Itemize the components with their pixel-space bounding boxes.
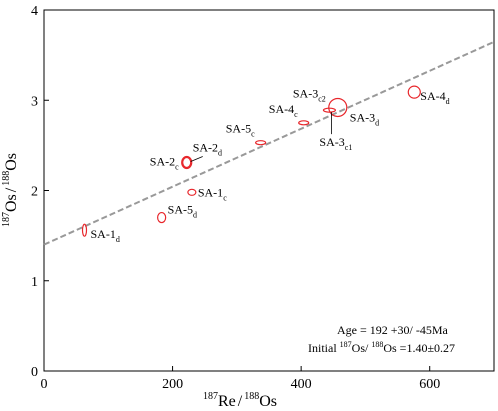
- y-title-iso-den: 188: [1, 171, 12, 186]
- y-axis-title: 187Os/188Os: [1, 153, 20, 227]
- data-point-sa-2-d: [182, 156, 192, 169]
- data-point-sa-1-d: [81, 223, 88, 237]
- data-point-sa-1-c: [187, 188, 197, 196]
- initial-el-num: Os/: [352, 341, 372, 355]
- data-point-sa-4-c: [298, 120, 310, 126]
- x-tick-label: 0: [41, 377, 48, 392]
- x-title-iso-den: 188: [244, 391, 259, 402]
- y-tick-label: 2: [31, 185, 38, 200]
- point-label-sa-5-c: SA-5c: [226, 122, 255, 139]
- y-tick-label: 1: [31, 275, 38, 290]
- point-label-sa-2-c: SA-2c: [150, 155, 179, 172]
- point-label-sa-3-d: SA-3d: [350, 110, 379, 127]
- initial-iso-num: 187: [340, 340, 352, 349]
- x-axis-title: 187Re/188Os: [203, 391, 277, 410]
- point-labels: SA-1dSA-5dSA-1cSA-2cSA-2dSA-5cSA-4cSA-3c…: [91, 86, 450, 244]
- point-label-sa-3-c1: SA-3c1: [319, 135, 352, 152]
- data-points: [81, 85, 421, 237]
- label-leaders: [190, 112, 332, 162]
- initial-prefix: Initial: [308, 341, 340, 355]
- initial-ratio-annotation: Initial 187Os/ 188Os =1.40±0.27: [308, 340, 455, 355]
- x-title-el-num: Re: [218, 393, 236, 410]
- y-title-el-num: Os: [3, 194, 20, 212]
- y-tick-label: 4: [31, 4, 38, 19]
- y-tick-label: 3: [31, 94, 38, 109]
- x-tick-label: 200: [162, 377, 183, 392]
- data-point-sa-4-d: [407, 85, 421, 99]
- x-axis-ticks: 0 200 400 600: [41, 366, 440, 392]
- y-title-iso-num: 187: [1, 212, 12, 227]
- point-label-sa-2-d: SA-2d: [193, 141, 222, 158]
- x-tick-label: 600: [419, 377, 440, 392]
- age-annotation: Age = 192 +30/ -45Ma: [337, 323, 449, 337]
- point-label-sa-4-c: SA-4c: [269, 102, 298, 119]
- data-point-sa-5-c: [255, 140, 267, 146]
- data-point-sa-2-c: [181, 155, 193, 170]
- x-title-el-den: Os: [259, 393, 277, 410]
- point-label-sa-1-d: SA-1d: [91, 227, 120, 244]
- x-title-iso-num: 187: [203, 391, 218, 402]
- leader-line: [190, 156, 203, 162]
- point-label-sa-3-c2: SA-3c2: [293, 86, 326, 103]
- initial-iso-den: 188: [371, 340, 383, 349]
- plot-frame: [43, 9, 495, 372]
- regression-layer: [43, 40, 495, 246]
- y-title-slash: /: [3, 187, 20, 192]
- y-tick-label: 0: [31, 365, 38, 380]
- point-label-sa-5-d: SA-5d: [168, 203, 197, 220]
- data-point-sa-3-c2: [328, 97, 348, 118]
- y-title-el-den: Os: [3, 153, 20, 171]
- point-label-sa-1-c: SA-1c: [198, 185, 227, 202]
- initial-el-den: Os =1.40±0.27: [383, 341, 455, 355]
- data-point-sa-5-d: [157, 211, 167, 224]
- point-label-sa-4-d: SA-4d: [420, 89, 449, 106]
- regression-line: [43, 40, 495, 246]
- y-axis-ticks: 0 1 2 3 4: [31, 4, 49, 380]
- x-tick-label: 400: [291, 377, 312, 392]
- x-title-slash: /: [238, 393, 243, 410]
